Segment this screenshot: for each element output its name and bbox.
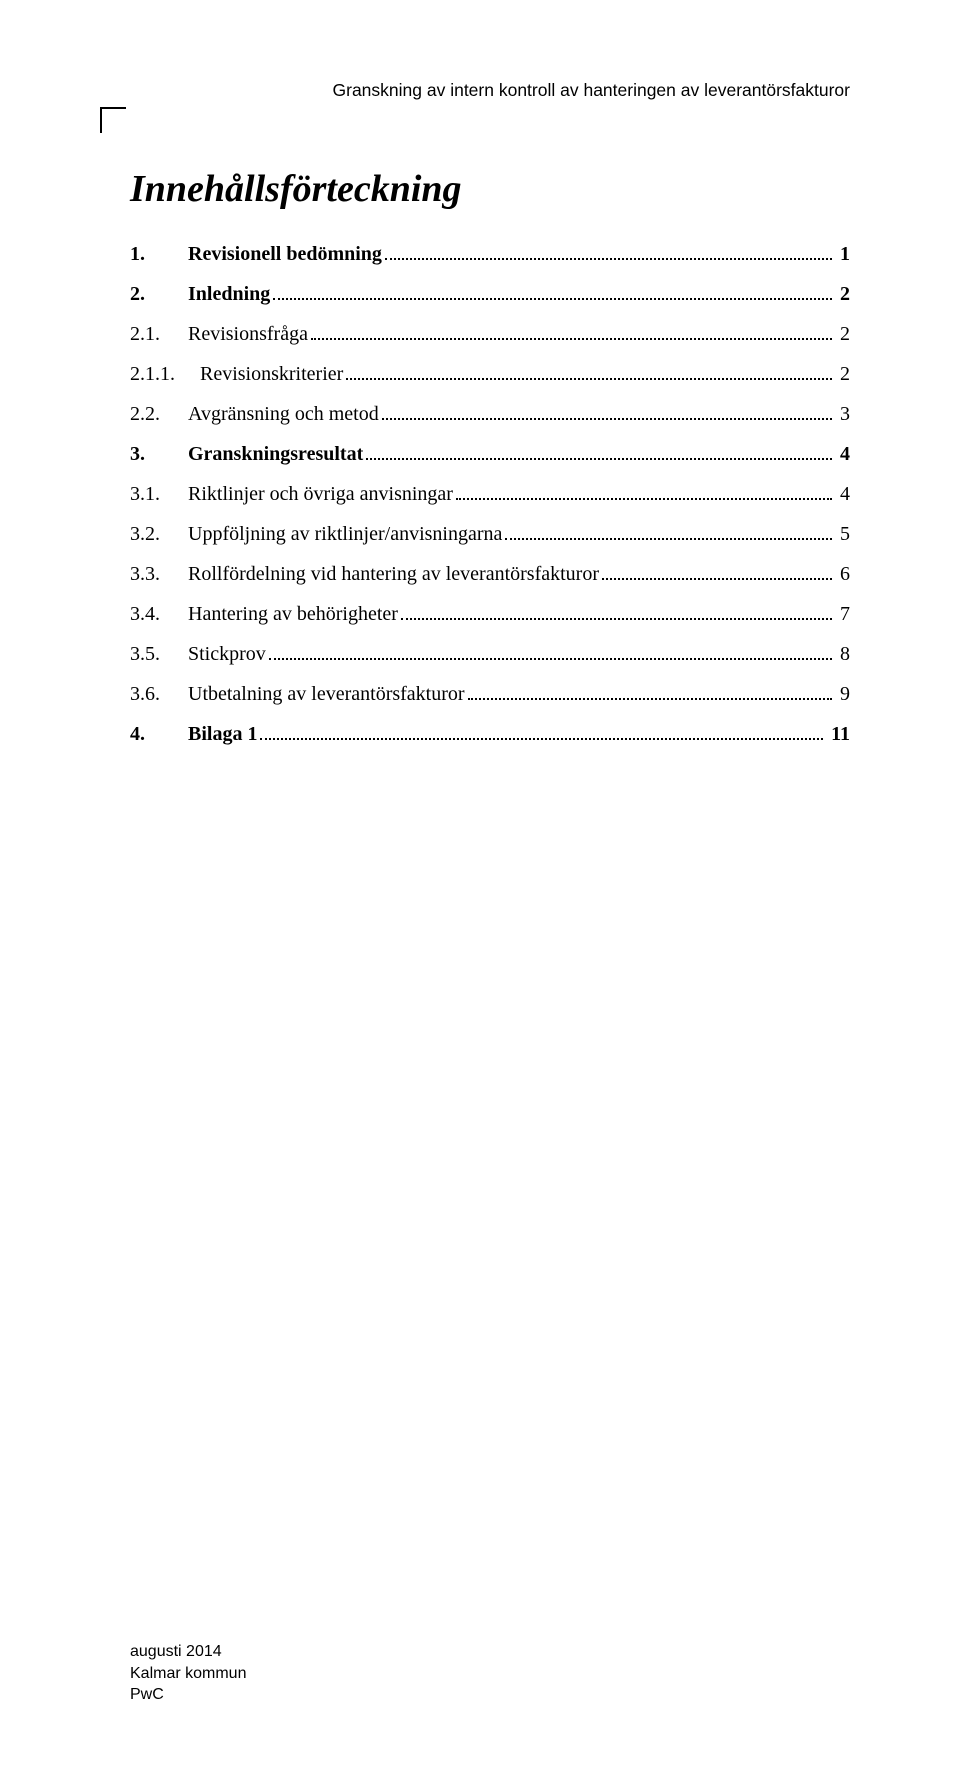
toc-leader: [602, 566, 832, 580]
toc-row: 3.3.Rollfördelning vid hantering av leve…: [130, 559, 850, 590]
toc-number: 3.: [130, 439, 188, 470]
toc-number: 4.: [130, 719, 188, 750]
toc-page: 2: [835, 319, 850, 350]
toc-label: Granskningsresultat: [188, 439, 363, 470]
toc-row: 2.Inledning 2: [130, 279, 850, 310]
toc-leader: [382, 406, 832, 420]
toc-leader: [505, 526, 832, 540]
toc-page: 2: [835, 279, 850, 310]
toc-number: 3.5.: [130, 639, 188, 670]
toc-label: Riktlinjer och övriga anvisningar: [188, 479, 453, 510]
toc-leader: [366, 446, 832, 460]
toc-number: 3.4.: [130, 599, 188, 630]
toc-leader: [385, 246, 832, 260]
toc-number: 2.1.1.: [130, 359, 200, 390]
toc-number: 3.6.: [130, 679, 188, 710]
toc-row: 1.Revisionell bedömning 1: [130, 239, 850, 270]
toc-label: Revisionskriterier: [200, 359, 343, 390]
toc-number: 1.: [130, 239, 188, 270]
toc-row: 3.1.Riktlinjer och övriga anvisningar 4: [130, 479, 850, 510]
toc-page: 11: [826, 719, 850, 750]
footer-line-date: augusti 2014: [130, 1641, 246, 1663]
toc-row: 2.1.Revisionsfråga 2: [130, 319, 850, 350]
toc-leader: [468, 686, 832, 700]
toc-row: 2.2.Avgränsning och metod 3: [130, 399, 850, 430]
toc-label: Revisionell bedömning: [188, 239, 382, 270]
toc-leader: [456, 486, 832, 500]
toc-leader: [269, 646, 832, 660]
toc-page: 3: [835, 399, 850, 430]
toc-page: 5: [835, 519, 850, 550]
header-right-text: Granskning av intern kontroll av hanteri…: [130, 80, 850, 101]
toc-row: 3.Granskningsresultat 4: [130, 439, 850, 470]
toc-row: 4.Bilaga 1 11: [130, 719, 850, 750]
table-of-contents: 1.Revisionell bedömning 12.Inledning 22.…: [130, 239, 850, 750]
footer: augusti 2014 Kalmar kommun PwC: [130, 1641, 246, 1706]
toc-label: Bilaga 1: [188, 719, 257, 750]
toc-label: Uppföljning av riktlinjer/anvisningarna: [188, 519, 502, 550]
toc-page: 6: [835, 559, 850, 590]
toc-page: 2: [835, 359, 850, 390]
toc-leader: [311, 326, 832, 340]
toc-label: Rollfördelning vid hantering av leverant…: [188, 559, 599, 590]
toc-page: 7: [835, 599, 850, 630]
page: Granskning av intern kontroll av hanteri…: [0, 0, 960, 1771]
toc-label: Stickprov: [188, 639, 266, 670]
page-title: Innehållsförteckning: [130, 167, 850, 211]
footer-line-org: Kalmar kommun: [130, 1663, 246, 1685]
toc-page: 1: [835, 239, 850, 270]
toc-number: 3.3.: [130, 559, 188, 590]
toc-label: Revisionsfråga: [188, 319, 308, 350]
toc-number: 3.2.: [130, 519, 188, 550]
toc-number: 2.: [130, 279, 188, 310]
toc-label: Avgränsning och metod: [188, 399, 379, 430]
toc-leader: [401, 606, 832, 620]
toc-row: 3.6.Utbetalning av leverantörsfakturor 9: [130, 679, 850, 710]
toc-label: Hantering av behörigheter: [188, 599, 398, 630]
toc-leader: [346, 366, 832, 380]
toc-label: Inledning: [188, 279, 270, 310]
toc-row: 3.4.Hantering av behörigheter 7: [130, 599, 850, 630]
toc-number: 2.1.: [130, 319, 188, 350]
corner-mark: [130, 107, 850, 133]
toc-leader: [260, 726, 823, 740]
toc-page: 4: [835, 479, 850, 510]
toc-number: 3.1.: [130, 479, 188, 510]
toc-row: 2.1.1.Revisionskriterier 2: [130, 359, 850, 390]
toc-row: 3.2.Uppföljning av riktlinjer/anvisninga…: [130, 519, 850, 550]
toc-label: Utbetalning av leverantörsfakturor: [188, 679, 465, 710]
toc-page: 8: [835, 639, 850, 670]
footer-line-firm: PwC: [130, 1684, 246, 1706]
toc-leader: [273, 286, 832, 300]
toc-row: 3.5.Stickprov 8: [130, 639, 850, 670]
toc-page: 9: [835, 679, 850, 710]
toc-number: 2.2.: [130, 399, 188, 430]
toc-page: 4: [835, 439, 850, 470]
